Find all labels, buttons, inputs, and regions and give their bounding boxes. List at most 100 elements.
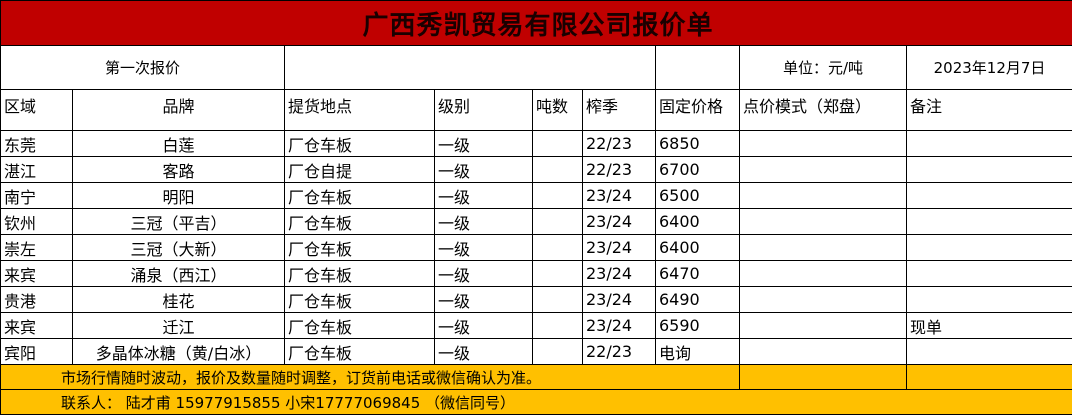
- table-cell: 6400: [656, 235, 740, 261]
- table-cell: [533, 235, 583, 261]
- table-cell: 电询: [656, 339, 740, 365]
- table-cell: 厂仓车板: [285, 313, 435, 339]
- table-cell: [907, 287, 1072, 313]
- table-cell: 一级: [435, 261, 533, 287]
- table-cell: 6400: [656, 209, 740, 235]
- table-cell: [740, 131, 907, 157]
- table-cell: [533, 131, 583, 157]
- table-cell: 6590: [656, 313, 740, 339]
- table-cell: 23/24: [583, 287, 656, 313]
- table-cell: 厂仓车板: [285, 287, 435, 313]
- column-header: 品牌: [73, 90, 285, 131]
- table-cell: 23/24: [583, 235, 656, 261]
- table-cell: [740, 157, 907, 183]
- table-cell: [740, 313, 907, 339]
- column-header: 固定价格: [656, 90, 740, 131]
- table-cell: 6490: [656, 287, 740, 313]
- table-cell: 一级: [435, 131, 533, 157]
- table-cell: 一级: [435, 339, 533, 365]
- column-header: 点价模式（郑盘）: [740, 90, 907, 131]
- table-cell: 迁江: [73, 313, 285, 339]
- table-cell: 6700: [656, 157, 740, 183]
- table-cell: [740, 261, 907, 287]
- table-cell: 湛江: [1, 157, 73, 183]
- table-cell: [907, 157, 1072, 183]
- quote-round: 第一次报价: [1, 46, 285, 90]
- table-cell: 22/23: [583, 339, 656, 365]
- column-header: 榨季: [583, 90, 656, 131]
- unit-label: 单位：元/吨: [740, 46, 907, 90]
- table-cell: 白莲: [73, 131, 285, 157]
- table-cell: [740, 183, 907, 209]
- info-blank: [285, 46, 656, 90]
- table-cell: [533, 183, 583, 209]
- table-cell: 6850: [656, 131, 740, 157]
- footer-blank: [740, 365, 907, 390]
- table-cell: 22/23: [583, 131, 656, 157]
- table-cell: [533, 287, 583, 313]
- table-cell: 桂花: [73, 287, 285, 313]
- table-cell: 现单: [907, 313, 1072, 339]
- table-cell: [907, 209, 1072, 235]
- table-cell: 23/24: [583, 209, 656, 235]
- table-cell: 一级: [435, 157, 533, 183]
- table-cell: 厂仓车板: [285, 261, 435, 287]
- table-cell: 明阳: [73, 183, 285, 209]
- table-cell: 崇左: [1, 235, 73, 261]
- sheet-title: 广西秀凯贸易有限公司报价单: [1, 1, 1072, 46]
- column-header: 级别: [435, 90, 533, 131]
- table-cell: [740, 209, 907, 235]
- table-cell: 来宾: [1, 261, 73, 287]
- table-cell: 厂仓车板: [285, 235, 435, 261]
- table-cell: 厂仓车板: [285, 131, 435, 157]
- table-cell: 南宁: [1, 183, 73, 209]
- table-cell: [740, 287, 907, 313]
- table-cell: 三冠（大新）: [73, 235, 285, 261]
- column-header: 区域: [1, 90, 73, 131]
- info-blank: [656, 46, 740, 90]
- table-cell: 22/23: [583, 157, 656, 183]
- table-cell: [907, 235, 1072, 261]
- table-cell: 涌泉（西江）: [73, 261, 285, 287]
- table-cell: 客路: [73, 157, 285, 183]
- table-cell: [907, 131, 1072, 157]
- table-cell: [907, 339, 1072, 365]
- table-cell: 厂仓自提: [285, 157, 435, 183]
- quote-date: 2023年12月7日: [907, 46, 1072, 90]
- column-header: 提货地点: [285, 90, 435, 131]
- table-cell: 一级: [435, 313, 533, 339]
- column-header: 备注: [907, 90, 1072, 131]
- table-cell: [907, 183, 1072, 209]
- header-row: 区域品牌提货地点级别吨数榨季固定价格点价模式（郑盘）备注: [1, 90, 1072, 131]
- table-cell: [533, 313, 583, 339]
- table-cell: 来宾: [1, 313, 73, 339]
- table-cell: 23/24: [583, 183, 656, 209]
- table-cell: 厂仓车板: [285, 339, 435, 365]
- table-cell: [533, 157, 583, 183]
- table-cell: 厂仓车板: [285, 209, 435, 235]
- table-cell: 6500: [656, 183, 740, 209]
- table-cell: 钦州: [1, 209, 73, 235]
- table-cell: 一级: [435, 235, 533, 261]
- table-cell: 宾阳: [1, 339, 73, 365]
- footer-blank: [907, 365, 1072, 390]
- table-cell: 23/24: [583, 261, 656, 287]
- table-cell: 贵港: [1, 287, 73, 313]
- table-cell: 多晶体冰糖（黄/白冰）: [73, 339, 285, 365]
- table-cell: 三冠（平吉）: [73, 209, 285, 235]
- table-cell: 一级: [435, 183, 533, 209]
- table-cell: [533, 339, 583, 365]
- table-cell: [533, 261, 583, 287]
- table-cell: 23/24: [583, 313, 656, 339]
- table-cell: 一级: [435, 287, 533, 313]
- table-cell: [533, 209, 583, 235]
